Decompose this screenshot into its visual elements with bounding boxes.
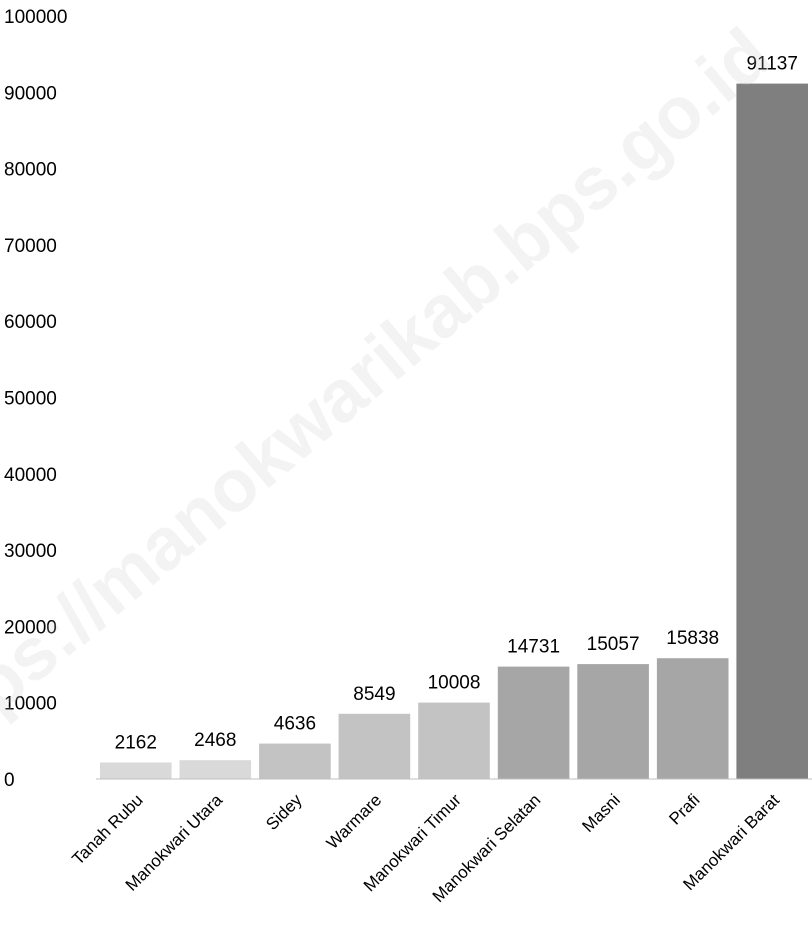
bar <box>418 702 490 779</box>
data-label: 10008 <box>428 673 481 694</box>
category-label: Prafi <box>665 790 703 828</box>
data-label: 2162 <box>115 733 157 754</box>
bar <box>259 743 331 779</box>
y-tick-label: 70000 <box>4 236 57 257</box>
data-label: 2468 <box>194 730 236 751</box>
y-tick-label: 100000 <box>4 7 67 28</box>
y-tick-label: 0 <box>4 770 15 791</box>
y-tick-label: 50000 <box>4 389 57 410</box>
bar <box>338 713 411 779</box>
bar <box>656 658 729 779</box>
bar <box>736 83 808 780</box>
data-label: 91137 <box>746 54 797 75</box>
bars-layer <box>100 83 808 780</box>
y-axis-ticks: 0 10000 20000 30000 40000 50000 60000 70000 8000… <box>4 7 67 791</box>
bar <box>100 762 172 779</box>
category-label: Warmare <box>323 790 385 852</box>
data-label: 14731 <box>507 637 560 658</box>
y-tick-label: 30000 <box>4 541 57 562</box>
category-label: Tanah Rubu <box>68 790 146 868</box>
data-label: 15838 <box>666 628 719 649</box>
y-tick-label: 60000 <box>4 312 57 333</box>
category-label: Masni <box>578 790 624 836</box>
bar <box>577 664 649 779</box>
bar <box>497 666 570 779</box>
y-tick-label: 40000 <box>4 465 57 486</box>
category-label: Sidey <box>262 790 306 834</box>
data-label: 15057 <box>587 634 640 655</box>
y-tick-label: 90000 <box>4 83 57 104</box>
data-label: 8549 <box>353 684 395 705</box>
y-tick-label: 20000 <box>4 617 57 638</box>
y-tick-label: 10000 <box>4 694 57 715</box>
data-label: 4636 <box>274 714 316 735</box>
bar <box>179 760 252 779</box>
y-tick-label: 80000 <box>4 160 57 181</box>
data-labels: 2162 2468 4636 8549 10008 14731 15057 15838 9113… <box>115 54 798 754</box>
